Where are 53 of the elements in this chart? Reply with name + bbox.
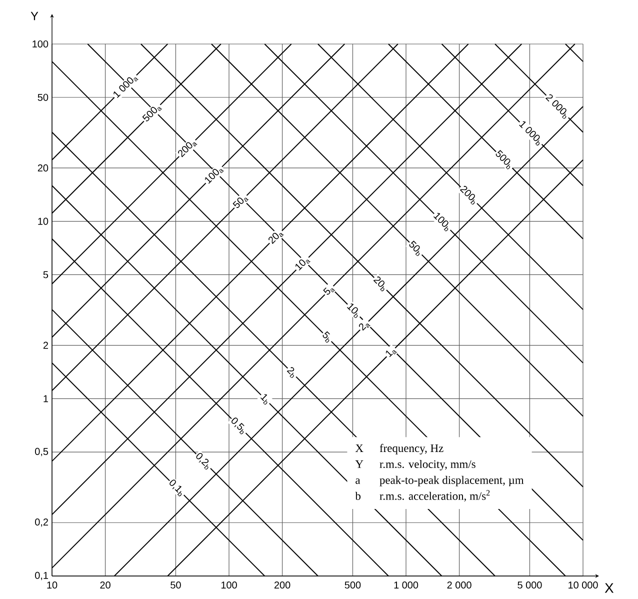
text: 1 000$_{b}$	[519, 121, 540, 146]
y-tick-label: 50	[38, 94, 48, 101]
text: 1$_{a}$	[386, 350, 397, 358]
annotation: peak-to-peak displacement, µm	[380, 476, 524, 486]
annotation: Y	[355, 460, 364, 468]
text: 200$_{b}$	[460, 186, 475, 205]
x-tick-label: 1 000	[394, 582, 418, 589]
y-tick-label: 1	[44, 395, 48, 402]
text: 2$_{b}$	[286, 367, 294, 378]
text: 0,2$_{b}$	[196, 452, 209, 470]
text: 20$_{a}$	[268, 232, 284, 244]
y-tick-label: 100	[32, 40, 48, 48]
text: 50$_{a}$	[232, 198, 249, 208]
annotation: b	[355, 492, 361, 500]
y-tick-label: 0,2	[35, 518, 48, 527]
text: 100$_{a}$	[205, 168, 224, 184]
text: 10$_{a}$	[295, 260, 310, 270]
x-tick-label: 100	[221, 582, 237, 589]
text: 500$_{b}$	[496, 150, 510, 170]
text: 1$_{b}$	[260, 394, 268, 405]
annotation: frequency, Hz	[380, 444, 444, 454]
x-axis-title: X	[604, 583, 614, 593]
y-axis-title: Y	[30, 12, 38, 20]
x-tick-label: 20	[100, 582, 110, 589]
text: 100$_{b}$	[433, 212, 448, 232]
y-tick-label: 0,1	[35, 572, 48, 580]
text: 0,1$_{b}$	[170, 480, 182, 496]
text: 0,5$_{b}$	[232, 418, 244, 434]
x-tick-label: 200	[274, 582, 290, 589]
x-tick-label: 50	[170, 582, 181, 589]
text: 2$_{a}$	[358, 323, 370, 331]
x-tick-label: 10 000	[568, 582, 598, 589]
x-tick-label: 5 000	[518, 582, 542, 589]
y-tick-label: 10	[38, 218, 48, 225]
y-tick-label: 0,5	[35, 448, 48, 456]
annotation: a	[356, 478, 360, 484]
annotation: X	[355, 444, 364, 452]
text: 50$_{b}$	[409, 240, 420, 256]
text: 10$_{b}$	[346, 304, 358, 318]
annotation: r.m.s. velocity, mm/s	[380, 460, 476, 470]
y-tick-label: 20	[38, 164, 48, 172]
text: 200$_{a}$	[178, 142, 198, 158]
text: 20$_{b}$	[373, 276, 384, 292]
text: 1 000$_{a}$	[114, 77, 138, 98]
text: 2 000$_{b}$	[546, 94, 566, 119]
x-tick-label: 2 000	[447, 582, 472, 589]
text: 5$_{b}$	[322, 331, 330, 343]
text: 500$_{a}$	[142, 106, 162, 122]
x-tick-label: 500	[344, 582, 361, 589]
text: 5$_{a}$	[323, 288, 336, 295]
y-tick-label: 2	[43, 342, 48, 349]
annotation: r.m.s. acceleration, m/s$^{2}$	[380, 490, 490, 502]
y-tick-label: 5	[43, 271, 48, 278]
